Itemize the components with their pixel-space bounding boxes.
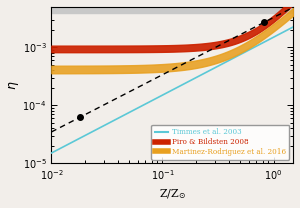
Legend: Timmes et al. 2003, Piro & Bildsten 2008, Martinez-Rodriguez et al. 2016: Timmes et al. 2003, Piro & Bildsten 2008… bbox=[152, 125, 290, 160]
Bar bbox=[51, 2, 293, 12]
Y-axis label: $\eta$: $\eta$ bbox=[7, 80, 21, 90]
X-axis label: Z/Z$_{\odot}$: Z/Z$_{\odot}$ bbox=[159, 187, 186, 201]
